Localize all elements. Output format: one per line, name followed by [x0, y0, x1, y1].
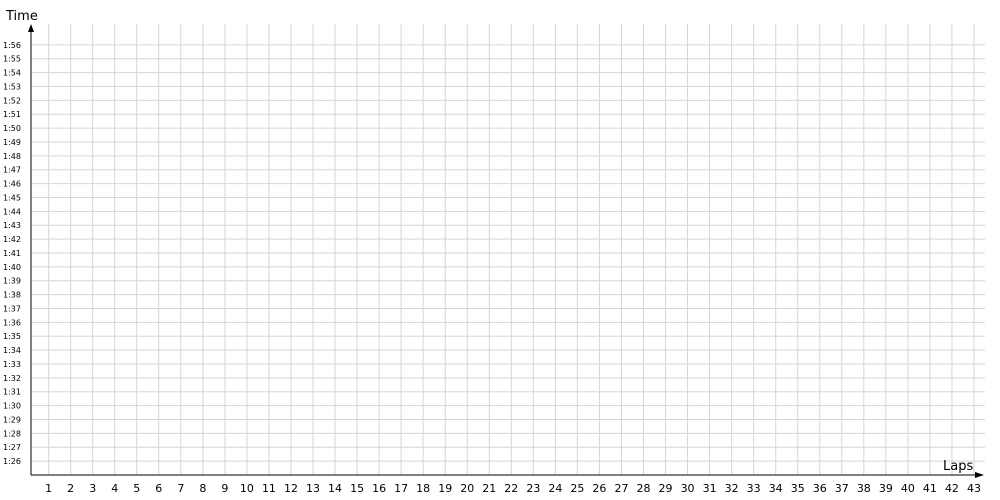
x-tick-label: 5: [133, 482, 140, 495]
axes: [28, 24, 984, 478]
x-tick-label: 10: [240, 482, 254, 495]
y-tick-label: 1:39: [3, 277, 21, 286]
x-tick-label: 24: [548, 482, 562, 495]
y-tick-label: 1:33: [3, 360, 21, 369]
y-tick-label: 1:45: [3, 193, 21, 202]
x-tick-label: 32: [725, 482, 739, 495]
x-tick-label: 21: [482, 482, 496, 495]
tick-labels: 1:26 1:27 1:28 1:29 1:30 1:31 1:32 1:33 1:34 1:35…: [3, 41, 981, 495]
x-tick-label: 18: [416, 482, 430, 495]
y-tick-label: 1:52: [3, 96, 21, 105]
x-tick-label: 36: [813, 482, 827, 495]
y-tick-label: 1:42: [3, 235, 21, 244]
x-tick-label: 25: [570, 482, 584, 495]
y-tick-label: 1:34: [3, 346, 21, 355]
y-tick-label: 1:37: [3, 304, 21, 313]
y-tick-label: 1:26: [3, 457, 21, 466]
x-tick-label: 29: [659, 482, 673, 495]
x-tick-label: 23: [526, 482, 540, 495]
x-tick-label: 1: [45, 482, 52, 495]
y-tick-label: 1:30: [3, 402, 21, 411]
x-tick-label: 30: [681, 482, 695, 495]
x-tick-label: 14: [328, 482, 342, 495]
x-tick-label: 33: [747, 482, 761, 495]
y-tick-label: 1:51: [3, 110, 21, 119]
y-tick-label: 1:40: [3, 263, 21, 272]
x-tick-label: 42: [945, 482, 959, 495]
x-tick-label: 38: [857, 482, 871, 495]
x-tick-label: 35: [791, 482, 805, 495]
x-tick-label: 3: [89, 482, 96, 495]
x-tick-label: 2: [67, 482, 74, 495]
y-tick-label: 1:28: [3, 429, 21, 438]
x-axis-arrow: [975, 472, 984, 478]
y-tick-label: 1:49: [3, 138, 21, 147]
x-tick-label: 8: [199, 482, 206, 495]
y-tick-label: 1:35: [3, 332, 21, 341]
x-axis-label: Laps: [943, 459, 973, 474]
x-tick-label: 16: [372, 482, 386, 495]
y-tick-label: 1:27: [3, 443, 21, 452]
y-tick-label: 1:44: [3, 207, 21, 216]
y-tick-label: 1:56: [3, 41, 21, 50]
y-tick-label: 1:43: [3, 221, 21, 230]
x-tick-label: 19: [438, 482, 452, 495]
x-tick-label: 43: [967, 482, 981, 495]
y-axis-label: Time: [5, 9, 38, 24]
y-tick-label: 1:48: [3, 152, 21, 161]
x-tick-label: 41: [923, 482, 937, 495]
x-tick-label: 11: [262, 482, 276, 495]
x-tick-label: 34: [769, 482, 783, 495]
grid: [31, 24, 985, 475]
x-tick-label: 13: [306, 482, 320, 495]
x-tick-label: 27: [614, 482, 628, 495]
y-tick-label: 1:41: [3, 249, 21, 258]
x-tick-label: 6: [155, 482, 162, 495]
y-tick-label: 1:32: [3, 374, 21, 383]
y-tick-label: 1:55: [3, 55, 21, 64]
y-tick-label: 1:54: [3, 69, 21, 78]
x-tick-label: 26: [592, 482, 606, 495]
y-tick-label: 1:31: [3, 388, 21, 397]
x-tick-label: 12: [284, 482, 298, 495]
y-tick-label: 1:29: [3, 415, 21, 424]
x-tick-label: 40: [901, 482, 915, 495]
x-tick-label: 37: [835, 482, 849, 495]
x-tick-label: 9: [221, 482, 228, 495]
x-tick-label: 31: [703, 482, 717, 495]
y-tick-label: 1:53: [3, 82, 21, 91]
x-tick-label: 15: [350, 482, 364, 495]
y-tick-label: 1:50: [3, 124, 21, 133]
x-tick-label: 17: [394, 482, 408, 495]
x-tick-label: 39: [879, 482, 893, 495]
x-tick-label: 7: [177, 482, 184, 495]
x-tick-label: 28: [636, 482, 650, 495]
y-tick-label: 1:38: [3, 291, 21, 300]
x-tick-label: 22: [504, 482, 518, 495]
y-tick-label: 1:46: [3, 180, 21, 189]
y-axis-arrow: [28, 24, 34, 32]
y-tick-label: 1:36: [3, 318, 21, 327]
y-tick-label: 1:47: [3, 166, 21, 175]
x-tick-label: 4: [111, 482, 118, 495]
x-tick-label: 20: [460, 482, 474, 495]
